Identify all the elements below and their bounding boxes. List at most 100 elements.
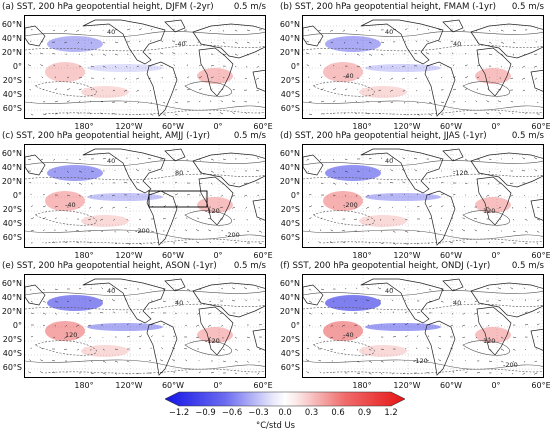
wind-vector xyxy=(232,300,236,302)
coastline xyxy=(470,282,543,318)
wind-vector xyxy=(150,311,154,314)
wind-vector xyxy=(476,65,481,67)
wind-vector xyxy=(488,77,490,79)
sst-anomaly-shading xyxy=(81,86,129,98)
wind-vector xyxy=(534,53,538,55)
wind-vector xyxy=(174,217,177,220)
latitude-tick-label: 40°N xyxy=(279,163,300,172)
wind-vector xyxy=(185,52,188,55)
wind-vector xyxy=(137,193,140,196)
wind-vector xyxy=(368,157,372,160)
wind-vector xyxy=(462,336,466,338)
latitude-tick-label: 20°S xyxy=(2,335,22,344)
coastline xyxy=(424,190,456,246)
wind-vector xyxy=(488,29,491,32)
geopotential-contour xyxy=(322,368,543,374)
wind-vector xyxy=(498,206,502,209)
wind-vector xyxy=(221,230,224,232)
wind-vector xyxy=(308,205,313,208)
wind-vector xyxy=(416,335,419,338)
wind-vector xyxy=(54,300,59,303)
latitude-tick-label: 60°S xyxy=(2,104,22,113)
geopotential-contour xyxy=(25,31,265,37)
wind-vector xyxy=(244,182,248,184)
geopotential-contour xyxy=(462,340,510,356)
geopotential-contour xyxy=(44,109,265,115)
wind-vector xyxy=(342,29,346,32)
wind-vector xyxy=(320,288,325,291)
map-area: 40 -40 xyxy=(24,15,266,119)
latitude-tick-label: 20°S xyxy=(2,205,22,214)
wind-vector xyxy=(100,194,104,197)
wind-scale-label: 0.5 m/s xyxy=(233,131,266,141)
wind-vector xyxy=(404,101,406,104)
wind-vector xyxy=(78,100,81,103)
wind-vector xyxy=(354,324,358,327)
wind-vector xyxy=(308,324,311,326)
geopotential-contour xyxy=(312,81,375,97)
contour-label: -40 xyxy=(65,201,76,209)
colorbar-tick-label: 1.2 xyxy=(384,407,398,417)
wind-vector xyxy=(114,360,118,363)
wind-vector xyxy=(90,89,93,91)
wind-vector xyxy=(343,112,346,115)
wind-vector xyxy=(245,206,248,209)
wind-vector xyxy=(461,324,466,327)
wind-vector xyxy=(136,157,140,160)
wind-vector xyxy=(234,360,238,363)
wind-vector xyxy=(160,64,164,67)
coastline xyxy=(530,69,543,92)
wind-vector xyxy=(308,76,310,79)
wind-vector xyxy=(390,169,394,172)
wind-vector xyxy=(356,65,361,68)
wind-vector xyxy=(378,89,382,92)
contour-label: -200 xyxy=(225,231,240,239)
contour-label: -40 xyxy=(343,331,354,339)
wind-vector xyxy=(512,360,515,363)
wind-vector xyxy=(186,170,190,173)
wind-vector xyxy=(415,40,418,43)
wind-vector xyxy=(331,218,334,220)
wind-vector xyxy=(416,242,419,245)
wind-vector xyxy=(343,206,346,208)
wind-vector xyxy=(464,88,468,91)
wind-vector xyxy=(524,242,528,245)
wind-vector xyxy=(500,336,504,339)
geopotential-contour xyxy=(312,210,375,226)
wind-vector xyxy=(135,169,140,172)
wind-vector xyxy=(161,347,164,350)
wind-vector xyxy=(320,300,324,303)
geopotential-contour xyxy=(25,160,265,166)
wind-vector xyxy=(500,348,505,351)
coastline xyxy=(25,284,46,306)
longitude-tick-label: 120°W xyxy=(115,251,143,260)
wind-vector xyxy=(378,113,382,115)
wind-vector xyxy=(368,336,370,338)
wind-vector xyxy=(404,113,407,116)
wind-vector xyxy=(88,324,92,327)
wind-vector xyxy=(354,300,358,302)
coastline xyxy=(192,23,265,59)
geopotential-contour xyxy=(462,81,510,97)
wind-vector xyxy=(196,336,200,338)
contour-label: -40 xyxy=(175,40,186,48)
geopotential-contour xyxy=(25,229,265,240)
wind-vector xyxy=(451,359,454,362)
wind-vector xyxy=(112,287,116,290)
coastline xyxy=(252,198,265,221)
wind-vector xyxy=(136,89,140,92)
wind-vector xyxy=(498,112,502,115)
latitude-tick-label: 60°S xyxy=(280,233,300,242)
wind-vector xyxy=(308,194,312,196)
wind-vector xyxy=(246,360,249,363)
colorbar-tick-label: 0.3 xyxy=(304,407,319,417)
wind-vector xyxy=(330,348,334,350)
wind-vector xyxy=(78,182,82,185)
longitude-tick-label: 0° xyxy=(213,251,223,260)
wind-vector xyxy=(356,372,361,374)
wind-vector xyxy=(123,89,128,92)
wind-vector xyxy=(174,193,179,196)
wind-vector xyxy=(308,88,311,91)
wind-vector xyxy=(186,288,190,291)
map-area: 40 80 -40 -120 -200 -200 xyxy=(24,144,266,248)
